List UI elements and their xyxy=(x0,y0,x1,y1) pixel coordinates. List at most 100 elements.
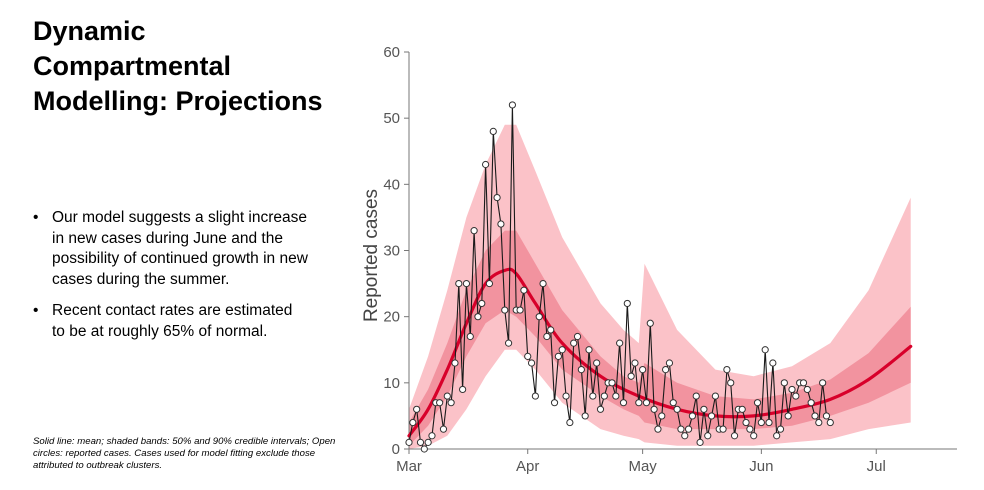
bullet-glyph: • xyxy=(33,302,39,319)
reported-case-point xyxy=(707,412,716,420)
bullet-item: • Our model suggests a slight increase i… xyxy=(33,208,308,290)
reported-case-point xyxy=(413,405,421,413)
y-tick-label: 10 xyxy=(383,375,400,392)
reported-case-point xyxy=(489,127,497,135)
reported-case-point xyxy=(669,399,677,407)
band-90 xyxy=(409,124,911,450)
reported-case-point xyxy=(639,366,647,374)
y-tick-label: 40 xyxy=(383,176,400,193)
reported-case-point xyxy=(654,425,662,433)
credible-bands xyxy=(409,124,911,450)
reported-case-point xyxy=(478,299,486,308)
reported-case-point xyxy=(547,326,555,334)
x-tick-label: Apr xyxy=(516,458,539,475)
reported-case-point xyxy=(658,412,666,420)
reported-case-point xyxy=(631,359,639,367)
reported-cases-layer xyxy=(405,101,834,453)
reported-case-point xyxy=(788,385,796,394)
slide-title: Dynamic Compartmental Modelling: Project… xyxy=(33,16,323,116)
reported-case-point xyxy=(459,385,467,394)
reported-case-point xyxy=(562,392,570,400)
reported-case-point xyxy=(577,366,585,374)
reported-case-point xyxy=(474,313,482,321)
reported-case-point xyxy=(696,438,704,446)
reported-case-point xyxy=(727,379,735,387)
reported-case-point xyxy=(470,227,478,235)
reported-case-point xyxy=(443,392,451,400)
reported-case-point xyxy=(524,352,532,360)
reported-case-point xyxy=(738,405,746,413)
reported-case-point xyxy=(573,332,582,341)
reported-case-point xyxy=(677,425,685,433)
reported-case-point xyxy=(681,432,689,440)
reported-case-point xyxy=(466,332,474,341)
reported-case-point xyxy=(811,412,819,420)
reported-case-point xyxy=(554,352,562,360)
reported-case-point xyxy=(776,425,785,433)
reported-case-point xyxy=(581,412,589,420)
reported-case-point xyxy=(566,418,574,427)
reported-case-point xyxy=(765,418,773,427)
x-tick-label: Jun xyxy=(749,458,773,475)
reported-case-point xyxy=(455,279,463,288)
reported-case-point xyxy=(723,366,731,374)
reported-case-point xyxy=(623,299,631,308)
reported-case-point xyxy=(822,412,831,420)
reported-case-point xyxy=(428,432,436,440)
reported-case-point xyxy=(784,412,792,420)
bullet-list: • Our model suggests a slight increase i… xyxy=(33,208,308,353)
reported-case-point xyxy=(550,399,559,407)
footnote: Solid line: mean; shaded bands: 50% and … xyxy=(33,436,336,472)
reported-case-point xyxy=(612,392,620,400)
reported-case-point xyxy=(600,392,608,400)
reported-case-point xyxy=(436,399,444,407)
reported-case-point xyxy=(497,220,505,228)
reported-case-point xyxy=(596,405,605,413)
reported-case-point xyxy=(642,399,651,407)
reported-case-point xyxy=(616,339,624,347)
reported-case-point xyxy=(447,399,455,407)
band-50 xyxy=(409,230,911,446)
bullet-item: • Recent contact rates are estimated to … xyxy=(33,301,308,342)
y-tick-label: 0 xyxy=(392,441,400,458)
reported-case-point xyxy=(730,432,739,440)
reported-case-point xyxy=(688,412,697,420)
reported-case-point xyxy=(773,432,781,440)
reported-case-point xyxy=(543,332,551,341)
reported-case-point xyxy=(608,379,616,387)
axes xyxy=(404,51,957,454)
reported-case-point xyxy=(520,286,528,294)
reported-case-point xyxy=(462,279,471,288)
x-tick-label: Jul xyxy=(867,458,886,475)
reported-case-point xyxy=(409,418,417,427)
reported-case-point xyxy=(757,418,765,427)
reported-case-point xyxy=(650,405,658,413)
reported-case-point xyxy=(799,379,808,387)
reported-case-point xyxy=(742,418,750,427)
bullet-glyph: • xyxy=(33,209,39,226)
reported-case-point xyxy=(807,399,815,407)
reported-case-point xyxy=(719,425,727,433)
bullet-text: Our model suggests a slight increase in … xyxy=(52,209,308,288)
reported-case-point xyxy=(405,438,413,446)
y-tick-label: 30 xyxy=(383,243,400,260)
reported-case-point xyxy=(558,346,566,354)
y-axis-title: Reported cases xyxy=(361,189,382,322)
reported-case-point xyxy=(619,399,628,407)
reported-case-point xyxy=(662,366,670,374)
reported-case-point xyxy=(420,445,428,453)
reported-case-point xyxy=(646,319,654,327)
reported-case-point xyxy=(531,392,539,400)
reported-case-point xyxy=(792,392,800,400)
reported-case-point xyxy=(593,359,601,367)
reported-case-point xyxy=(539,279,547,288)
y-tick-label: 50 xyxy=(383,110,400,127)
reported-case-point xyxy=(780,379,788,387)
reported-case-point xyxy=(692,392,700,400)
reported-case-point xyxy=(815,418,823,427)
reported-case-point xyxy=(684,425,693,433)
reported-case-point xyxy=(826,418,834,427)
reported-case-point xyxy=(416,438,425,446)
y-tick-label: 60 xyxy=(383,44,400,61)
reported-case-point xyxy=(589,392,597,400)
